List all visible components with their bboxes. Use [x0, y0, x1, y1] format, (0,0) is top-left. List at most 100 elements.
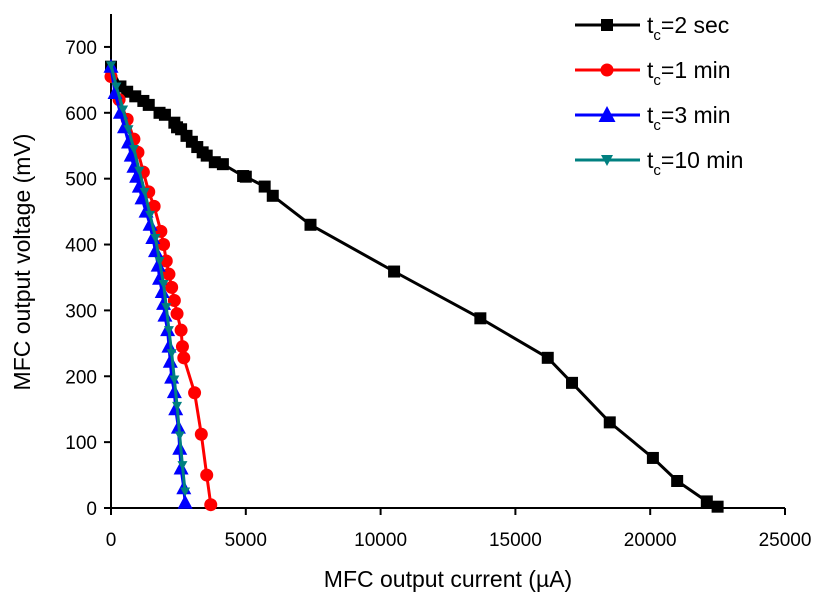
- data-point: [388, 265, 401, 278]
- legend-label-text: =1 min: [661, 57, 731, 83]
- x-tick-label: 25000: [759, 530, 812, 551]
- data-point: [169, 375, 180, 385]
- data-point: [147, 199, 161, 213]
- x-tick-label: 15000: [489, 530, 542, 551]
- data-point: [158, 280, 169, 290]
- data-point: [304, 218, 317, 231]
- data-point: [541, 351, 554, 364]
- data-point: [175, 340, 189, 354]
- data-point: [200, 468, 214, 482]
- data-point: [162, 267, 176, 281]
- data-point: [258, 180, 271, 193]
- data-point: [188, 386, 202, 400]
- legend-item: tc=3 min: [575, 102, 731, 134]
- data-point: [166, 349, 177, 359]
- data-point: [603, 416, 616, 429]
- legend-label-subscript: c: [653, 27, 661, 44]
- data-point: [204, 498, 218, 512]
- axes: [110, 14, 785, 509]
- y-tick-label: 400: [65, 236, 97, 257]
- legend-label-text: =10 min: [661, 147, 743, 173]
- data-point: [174, 431, 185, 441]
- x-axis-title: MFC output current (µA): [324, 566, 572, 592]
- y-tick-label: 600: [65, 104, 97, 125]
- data-point: [154, 257, 165, 266]
- data-point: [167, 294, 181, 308]
- data-point: [165, 280, 179, 294]
- legend-item: tc=1 min: [575, 57, 731, 89]
- legend-label-subscript: c: [653, 72, 661, 89]
- x-tick-label: 5000: [225, 530, 267, 551]
- data-point: [474, 312, 487, 325]
- data-point: [157, 238, 171, 252]
- legend-label-subscript: c: [653, 117, 661, 134]
- y-tick-label: 0: [86, 499, 97, 520]
- data-point: [646, 451, 659, 464]
- data-point: [700, 495, 713, 508]
- data-point: [128, 145, 139, 155]
- y-tick-label: 100: [65, 433, 97, 454]
- data-point: [177, 494, 193, 509]
- y-tick-label: 300: [65, 301, 97, 322]
- series-layer: [103, 58, 724, 513]
- data-point: [158, 108, 171, 121]
- data-point: [601, 19, 613, 31]
- legend-label-text: =2 sec: [661, 12, 729, 38]
- legend-label-base: t: [647, 102, 654, 128]
- data-point: [162, 353, 178, 368]
- series-3: [106, 61, 191, 497]
- data-point: [134, 166, 145, 176]
- x-tick-label: 0: [106, 530, 117, 551]
- legend-label-base: t: [647, 12, 654, 38]
- legend-item: tc=2 sec: [575, 12, 729, 44]
- data-point: [150, 233, 161, 243]
- legend-label-base: t: [647, 57, 654, 83]
- legend-label-base: t: [647, 147, 654, 173]
- data-point: [566, 376, 579, 389]
- data-point: [111, 82, 122, 92]
- data-point: [177, 351, 191, 365]
- data-point: [170, 307, 184, 321]
- legend-label: tc=10 min: [647, 147, 743, 179]
- legend-label-text: =3 min: [661, 102, 731, 128]
- x-tick-label: 20000: [624, 530, 677, 551]
- y-ticks: 0 100 200 300 400 500 600 700: [65, 38, 111, 520]
- legend-label: tc=2 sec: [647, 12, 729, 44]
- data-point: [175, 123, 188, 136]
- data-point: [711, 500, 724, 513]
- data-point: [600, 63, 614, 77]
- data-point: [142, 98, 155, 111]
- data-point: [121, 85, 134, 98]
- data-point: [671, 474, 684, 487]
- data-point: [601, 155, 613, 166]
- data-point: [118, 105, 129, 115]
- data-point: [161, 303, 172, 313]
- data-point: [172, 401, 183, 411]
- x-ticks: 0 5000 10000 15000 20000 25000: [106, 508, 812, 551]
- data-point: [163, 326, 174, 336]
- data-point: [266, 189, 279, 202]
- data-point: [139, 187, 150, 197]
- legend-label-subscript: c: [653, 162, 661, 179]
- data-point: [598, 106, 616, 122]
- y-axis-title: MFC output voltage (mV): [9, 134, 35, 391]
- data-point: [106, 61, 116, 71]
- data-point: [174, 323, 188, 337]
- y-tick-label: 500: [65, 170, 97, 191]
- x-tick-label: 10000: [354, 530, 407, 551]
- legend-label: tc=3 min: [647, 102, 731, 134]
- y-tick-label: 700: [65, 38, 97, 59]
- legend-item: tc=10 min: [575, 147, 743, 179]
- legend-label: tc=1 min: [647, 57, 731, 89]
- data-point: [216, 158, 229, 171]
- data-point: [177, 461, 188, 471]
- y-tick-label: 200: [65, 367, 97, 388]
- data-point: [180, 487, 191, 497]
- data-point: [239, 170, 252, 183]
- data-point: [145, 210, 156, 220]
- data-point: [123, 125, 134, 135]
- series-0: [105, 60, 724, 513]
- data-point: [194, 427, 208, 441]
